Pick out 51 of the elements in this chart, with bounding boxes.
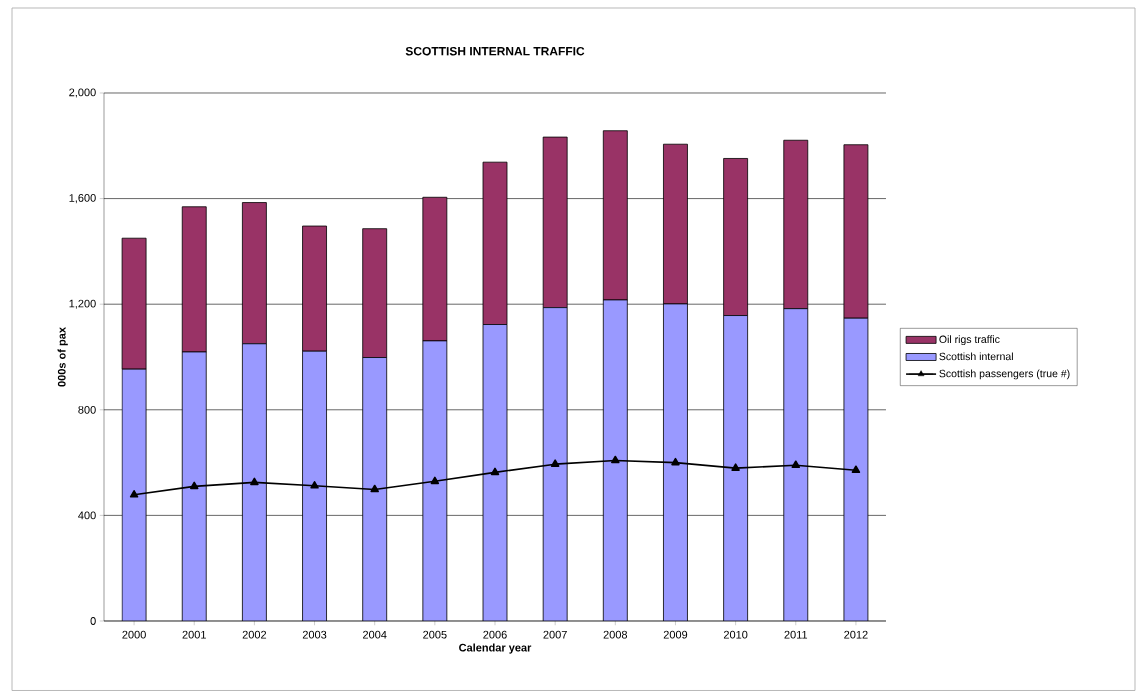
point	[791, 460, 801, 469]
point	[430, 476, 440, 485]
bar	[121, 368, 147, 621]
y-tick-label: 800	[78, 405, 96, 414]
x-tick-label: 2002	[242, 630, 267, 639]
y-tick-label: 2,000	[69, 88, 96, 98]
x-tick-label: 2006	[483, 630, 507, 639]
point	[731, 463, 740, 471]
bar	[181, 351, 207, 621]
point	[490, 467, 500, 476]
x-tick-label: 2010	[723, 630, 748, 639]
bar	[362, 357, 388, 621]
x-tick-label: 2008	[603, 630, 628, 639]
x-tick-label: 2012	[844, 630, 868, 639]
y-axis-title: 000s of pax	[57, 327, 68, 387]
x-tick-label: 2001	[182, 630, 206, 639]
bar	[542, 307, 568, 621]
bar	[663, 303, 688, 621]
point	[671, 457, 680, 466]
chart-title: SCOTTISH INTERNAL TRAFFIC	[405, 46, 585, 56]
legend-label: Oil rigs traffic	[939, 335, 1000, 346]
point	[851, 465, 861, 474]
bar	[602, 299, 628, 621]
bar	[241, 343, 267, 621]
bar	[783, 308, 809, 621]
point	[310, 481, 319, 489]
y-tick-label: 1,200	[69, 299, 96, 309]
point	[550, 459, 560, 467]
y-tick-label: 1,600	[69, 194, 96, 204]
bar	[723, 315, 749, 621]
point	[370, 484, 379, 493]
x-tick-label: 2011	[784, 630, 808, 639]
x-tick-label: 2005	[423, 630, 447, 639]
point	[129, 489, 139, 498]
x-tick-label: 2007	[543, 630, 567, 639]
point	[250, 477, 259, 486]
legend-label: Scottish passengers (true #)	[939, 369, 1070, 380]
x-tick-label: 2003	[302, 630, 327, 639]
y-tick-label: 0	[90, 617, 96, 625]
x-axis-title: Calendar year	[459, 643, 532, 654]
point	[611, 455, 620, 464]
legend-label: Scottish internal	[939, 352, 1013, 361]
bar	[302, 350, 327, 621]
x-tick-label: 2000	[122, 630, 146, 639]
bar	[843, 317, 869, 621]
x-tick-label: 2004	[363, 630, 387, 639]
point	[189, 481, 199, 490]
y-tick-label: 400	[78, 511, 96, 520]
x-tick-label: 2009	[663, 630, 688, 639]
bar	[422, 340, 448, 621]
bar	[482, 324, 508, 621]
